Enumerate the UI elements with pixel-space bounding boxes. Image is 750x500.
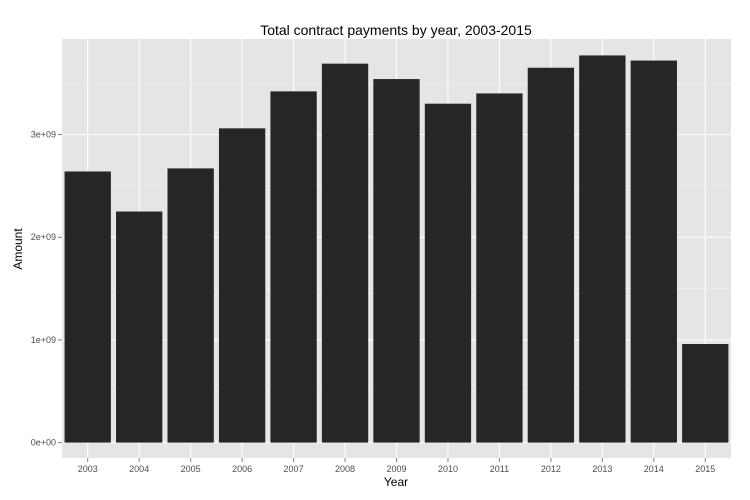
x-tick-label: 2006 [232, 464, 252, 474]
bars [64, 55, 729, 443]
bar-2011 [476, 93, 523, 443]
bar-2005 [167, 168, 214, 443]
y-tick-label: 2e+09 [31, 232, 56, 242]
bar-2015 [682, 344, 729, 443]
x-tick-label: 2010 [438, 464, 458, 474]
bar-2012 [527, 67, 575, 443]
x-tick-label: 2009 [386, 464, 406, 474]
x-tick-label: 2011 [490, 464, 509, 474]
x-axis-title: Year [384, 475, 408, 489]
x-tick-label: 2014 [644, 464, 664, 474]
bar-2008 [321, 63, 369, 443]
chart-title: Total contract payments by year, 2003-20… [260, 22, 532, 38]
bar-2013 [579, 55, 626, 443]
x-tick-label: 2008 [335, 464, 355, 474]
x-tick-label: 2013 [592, 464, 612, 474]
x-tick-label: 2003 [78, 464, 98, 474]
y-axis-title: Amount [11, 228, 25, 270]
bar-2014 [630, 60, 677, 443]
bar-2006 [218, 128, 266, 443]
bar-2009 [373, 79, 420, 443]
x-tick-label: 2012 [541, 464, 561, 474]
y-tick-label: 1e+09 [31, 335, 56, 345]
bar-2010 [424, 103, 472, 443]
x-axis: 2003 2004 2005 2006 2007 2008 2009 2010 2011 2012… [78, 458, 715, 474]
x-tick-label: 2004 [129, 464, 149, 474]
y-tick-label: 3e+09 [31, 130, 56, 140]
bar-2007 [270, 91, 317, 443]
y-axis: 0e+00 1e+09 2e+09 3e+09 [31, 130, 62, 448]
y-tick-label: 0e+00 [31, 438, 56, 448]
bar-2004 [116, 211, 163, 443]
bar-2003 [64, 171, 111, 443]
x-tick-label: 2007 [284, 464, 304, 474]
x-tick-label: 2015 [695, 464, 715, 474]
x-tick-label: 2005 [181, 464, 201, 474]
